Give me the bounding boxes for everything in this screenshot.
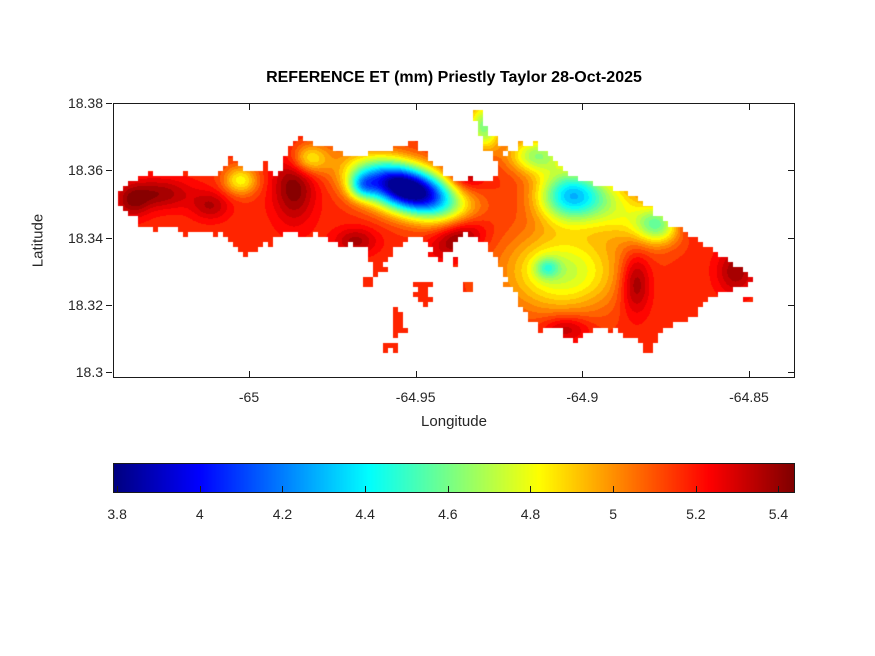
y-tick xyxy=(106,103,112,104)
y-tick xyxy=(788,237,794,239)
y-tick xyxy=(106,372,112,374)
colorbar-tick xyxy=(613,486,615,492)
y-tick-label: 18.32 xyxy=(67,296,103,313)
colorbar-tick-label: 5.4 xyxy=(768,506,789,522)
x-tick xyxy=(582,371,584,377)
colorbar-tick xyxy=(199,486,201,492)
colorbar-tick-label: 5.2 xyxy=(686,506,706,522)
x-tick xyxy=(249,104,250,110)
colorbar-tick-label: 4.4 xyxy=(355,506,375,522)
colorbar-tick xyxy=(530,486,532,492)
colorbar-tick-label: 4.8 xyxy=(520,506,541,522)
y-axis-label: Latitude xyxy=(29,213,47,268)
colorbar-tick-label: 4.2 xyxy=(272,506,293,522)
x-tick xyxy=(582,104,584,110)
colorbar-tick-label: 5 xyxy=(609,506,618,522)
y-tick xyxy=(106,304,112,306)
y-tick-label: 18.34 xyxy=(67,229,103,246)
colorbar-canvas xyxy=(113,463,795,493)
colorbar-tick xyxy=(282,486,284,492)
x-tick xyxy=(415,104,417,110)
y-tick xyxy=(106,237,112,239)
y-tick-label: 18.3 xyxy=(75,364,103,381)
x-tick-label: -64.95 xyxy=(395,389,436,405)
colorbar-tick xyxy=(695,486,697,492)
x-tick-label: -65 xyxy=(238,389,260,405)
y-tick-label: 18.36 xyxy=(67,162,103,179)
chart-title: REFERENCE ET (mm) Priestly Taylor 28-Oct… xyxy=(266,69,642,86)
colorbar-tick-label: 3.8 xyxy=(107,506,127,522)
map-canvas xyxy=(113,103,795,378)
colorbar-tick xyxy=(778,486,780,492)
x-tick xyxy=(749,371,750,377)
y-tick xyxy=(788,372,794,374)
x-tick xyxy=(415,371,417,377)
colorbar-tick-label: 4 xyxy=(195,506,204,522)
y-tick xyxy=(788,170,794,172)
colorbar-tick xyxy=(117,486,119,492)
colorbar-tick-label: 4.6 xyxy=(438,506,458,522)
x-axis-label: Longitude xyxy=(421,413,487,430)
colorbar-tick xyxy=(447,486,449,492)
y-tick-label: 18.38 xyxy=(67,95,103,111)
x-tick xyxy=(749,104,750,110)
x-tick xyxy=(249,371,250,377)
x-tick-label: -64.9 xyxy=(566,389,599,405)
colorbar-tick xyxy=(365,486,367,492)
x-tick-label: -64.85 xyxy=(729,389,769,405)
y-tick xyxy=(788,304,794,306)
y-tick xyxy=(788,103,794,104)
y-tick xyxy=(106,170,112,172)
